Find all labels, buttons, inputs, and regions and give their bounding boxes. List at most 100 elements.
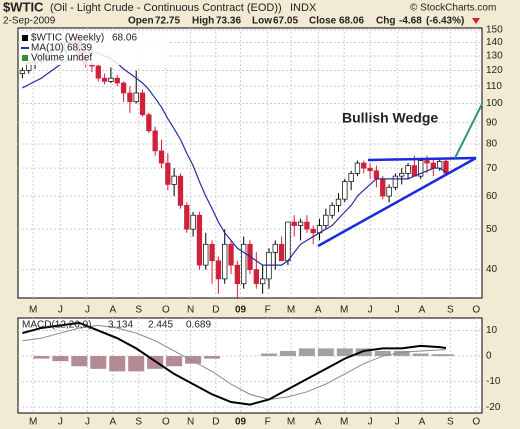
- candle-body: [291, 221, 297, 226]
- candle-body: [133, 92, 139, 103]
- x-tick-label: D: [212, 305, 219, 316]
- candle-body: [361, 162, 367, 169]
- histogram-bar: [412, 353, 429, 357]
- y-tick-label: -10: [486, 376, 501, 387]
- candle-body: [209, 243, 215, 262]
- x-tick-label: F: [265, 305, 271, 316]
- candle-body: [184, 205, 190, 230]
- y-tick-label: 100: [486, 98, 503, 109]
- histogram-bar: [71, 356, 88, 367]
- candle-body: [348, 173, 354, 182]
- x-tick-label: S: [135, 305, 142, 316]
- candle-body: [203, 243, 209, 266]
- x-tick-label: A: [419, 417, 426, 428]
- candle-body: [114, 77, 120, 84]
- histogram-bar: [52, 356, 69, 362]
- candle-body: [443, 160, 449, 174]
- candle-body: [259, 278, 266, 285]
- candle-body: [95, 65, 101, 79]
- candle-body: [392, 175, 399, 188]
- histogram-bar: [204, 356, 221, 359]
- x-tick-label: O: [472, 417, 480, 428]
- legend-box: [20, 31, 170, 65]
- candle-body: [171, 175, 177, 185]
- candle-body: [253, 269, 259, 285]
- x-tick-label: M: [340, 417, 348, 428]
- histogram-bar: [109, 356, 126, 372]
- candle-body: [285, 221, 291, 262]
- legend-ma: MA(10): [31, 43, 64, 54]
- y-tick-label: -20: [486, 402, 501, 413]
- candle-body: [335, 198, 342, 206]
- high-value: 73.36: [216, 16, 241, 27]
- x-tick-label: M: [287, 417, 295, 428]
- histogram-bar: [260, 353, 277, 357]
- candle-body: [405, 165, 411, 174]
- candle-body: [152, 130, 158, 152]
- y-tick-label: 10: [486, 325, 498, 336]
- x-tick-label: A: [315, 305, 322, 316]
- close-value: 68.06: [339, 16, 364, 27]
- x-tick-label: S: [135, 417, 142, 428]
- histogram-bar: [128, 356, 145, 372]
- x-tick-label: J: [58, 417, 63, 428]
- macd-legend: MACD(12,26,9): [22, 320, 91, 331]
- high-label: High: [192, 16, 214, 27]
- open-label: Open: [128, 16, 154, 27]
- legend-series: $WTIC (Weekly): [31, 33, 104, 44]
- histogram-bar: [437, 354, 454, 357]
- y-tick-label: 140: [486, 37, 503, 48]
- x-tick-label: N: [187, 305, 194, 316]
- credit: © StockCharts.com: [410, 3, 496, 14]
- y-tick-label: 60: [486, 191, 498, 202]
- candle-body: [436, 160, 443, 169]
- chg-pct: (-6.43%): [426, 16, 464, 27]
- candle-body: [215, 260, 222, 280]
- macd-last: 3.134: [108, 320, 133, 331]
- x-tick-label: O: [162, 305, 170, 316]
- x-tick-label: A: [315, 417, 322, 428]
- legend-ma-last: 68.39: [67, 43, 92, 54]
- candle-body: [424, 160, 430, 164]
- histogram-bar: [185, 356, 202, 364]
- histogram-bar: [336, 348, 353, 357]
- x-tick-label: J: [58, 305, 63, 316]
- y-tick-label: 150: [486, 25, 503, 36]
- x-tick-label: M: [29, 305, 37, 316]
- candle-body: [190, 214, 196, 230]
- x-tick-label: 09: [235, 417, 247, 428]
- candle-body: [165, 162, 171, 185]
- histogram-bar: [166, 356, 183, 367]
- down-arrow: [472, 18, 480, 24]
- x-tick-label: O: [472, 305, 480, 316]
- x-tick-label: N: [187, 417, 194, 428]
- x-tick-label: A: [419, 305, 426, 316]
- support-line: [317, 156, 477, 248]
- macd-line: [22, 321, 447, 406]
- histogram-bar: [298, 348, 315, 357]
- candle-body: [101, 77, 108, 82]
- candle-body: [139, 92, 146, 116]
- x-tick-label: J: [85, 305, 90, 316]
- x-tick-label: M: [287, 305, 295, 316]
- y-tick-label: 80: [486, 139, 498, 150]
- y-tick-label: 70: [486, 163, 498, 174]
- candle-body: [310, 228, 316, 234]
- exchange: INDX: [290, 2, 317, 14]
- candle-body: [177, 175, 184, 206]
- candle-body: [146, 114, 152, 132]
- x-tick-label: M: [340, 305, 348, 316]
- histogram-bar: [355, 348, 372, 357]
- candle-body: [430, 162, 436, 169]
- candle-body: [108, 77, 114, 82]
- candle-body: [329, 205, 335, 216]
- candle-body: [278, 243, 285, 262]
- candle-body: [228, 243, 234, 266]
- histogram-bar: [33, 356, 50, 359]
- candle-body: [272, 243, 278, 253]
- x-tick-label: J: [395, 305, 400, 316]
- x-tick-label: S: [447, 305, 454, 316]
- candle-body: [411, 165, 418, 177]
- histogram-bar: [317, 348, 334, 357]
- candle-body: [367, 167, 373, 172]
